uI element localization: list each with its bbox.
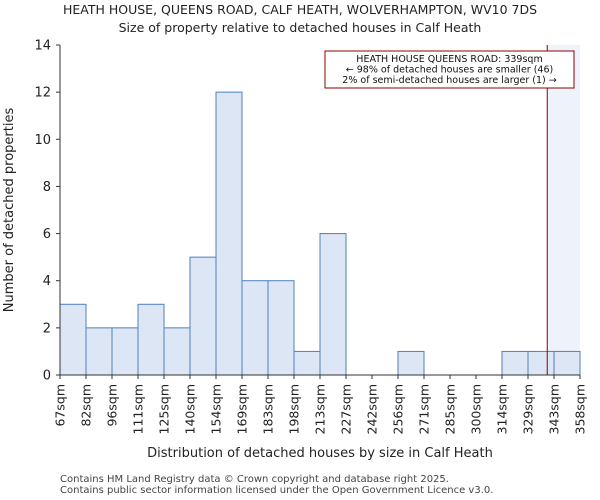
x-tick-label: 271sqm (417, 384, 432, 434)
x-tick-label: 140sqm (183, 384, 198, 434)
x-tick-label: 300sqm (469, 384, 484, 434)
bar-154sqm (215, 91, 243, 376)
x-tick-label: 343sqm (547, 384, 562, 434)
footer-line1: Contains HM Land Registry data © Crown c… (60, 474, 449, 485)
x-tick-label: 314sqm (495, 384, 510, 434)
x-tick-label: 256sqm (391, 384, 406, 434)
x-tick-label: 67sqm (53, 384, 68, 427)
x-tick-label: 213sqm (313, 384, 328, 434)
x-tick-label: 198sqm (287, 384, 302, 434)
bar-183sqm (267, 280, 295, 376)
x-tick-label: 169sqm (235, 384, 250, 434)
y-tick-label: 10 (34, 133, 51, 148)
y-tick-label: 4 (43, 274, 51, 289)
annotation-line2: ← 98% of detached houses are smaller (46… (346, 65, 553, 76)
x-tick-label: 242sqm (365, 384, 380, 434)
x-tick-label: 125sqm (157, 384, 172, 434)
y-tick-label: 2 (43, 321, 51, 336)
bar-169sqm (241, 280, 269, 376)
x-tick-label: 82sqm (79, 384, 94, 427)
annotation-line3: 2% of semi-detached houses are larger (1… (342, 75, 556, 86)
y-tick-label: 6 (43, 227, 51, 242)
y-tick-label: 12 (34, 86, 51, 101)
x-tick-label: 183sqm (261, 384, 276, 434)
bar-329sqm (527, 350, 555, 376)
x-axis-label: Distribution of detached houses by size … (147, 446, 493, 461)
annotation-box (324, 50, 575, 89)
y-tick-label: 0 (43, 369, 51, 384)
annotation-line1: HEATH HOUSE QUEENS ROAD: 339sqm (356, 54, 542, 65)
bar-111sqm (137, 303, 165, 376)
bar-343sqm (553, 350, 581, 376)
x-tick-label: 111sqm (131, 384, 146, 434)
bar-125sqm (163, 327, 191, 376)
chart-title-line1: HEATH HOUSE, QUEENS ROAD, CALF HEATH, WO… (62, 2, 538, 17)
y-axis-label: Number of detached properties (2, 108, 17, 313)
bar-82sqm (85, 327, 113, 376)
x-tick-label: 329sqm (521, 384, 536, 434)
bar-314sqm (501, 350, 529, 376)
x-tick-label: 96sqm (105, 384, 120, 427)
subject-highlight-region (547, 45, 580, 375)
chart-title-line2: Size of property relative to detached ho… (118, 20, 482, 35)
x-tick-label: 227sqm (339, 384, 354, 434)
footer-line2: Contains public sector information licen… (60, 485, 494, 496)
y-tick-label: 8 (43, 180, 51, 195)
x-tick-label: 285sqm (443, 384, 458, 434)
bar-213sqm (319, 233, 347, 376)
y-tick-label: 14 (34, 39, 51, 54)
bar-96sqm (111, 327, 139, 376)
x-tick-label: 154sqm (209, 384, 224, 434)
bar-198sqm (293, 350, 321, 376)
bar-256sqm (397, 350, 425, 376)
bar-140sqm (189, 256, 217, 376)
x-tick-label: 358sqm (573, 384, 588, 434)
bar-67sqm (59, 303, 87, 376)
